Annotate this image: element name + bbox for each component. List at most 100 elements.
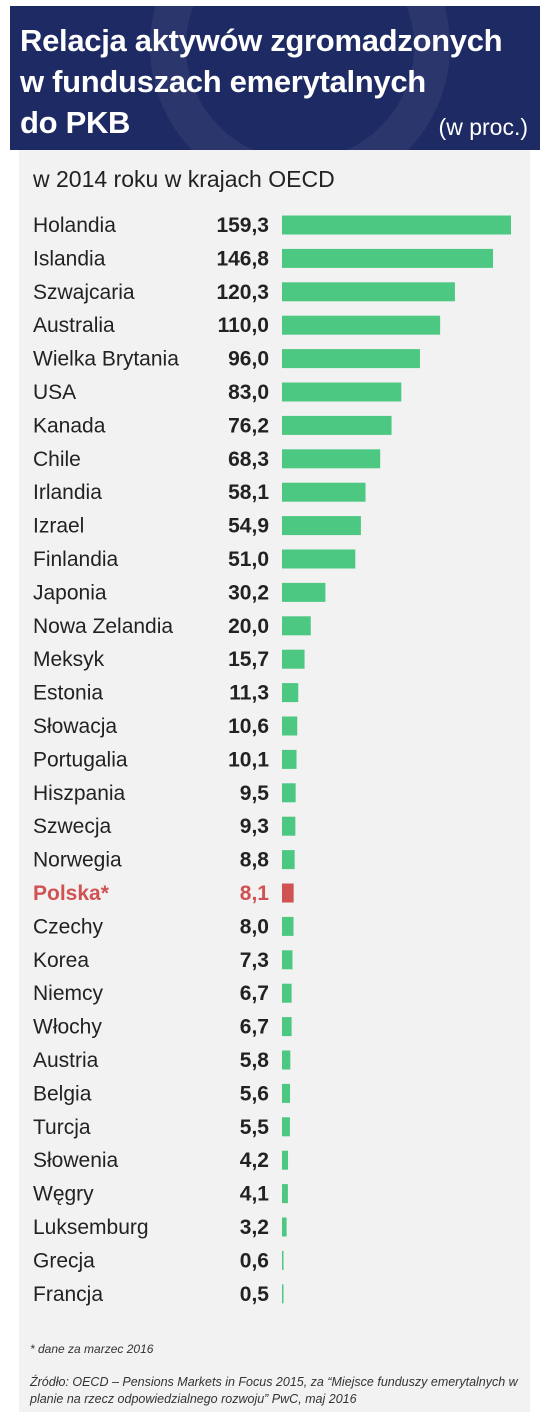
bar: [282, 983, 292, 1003]
category-label: Hiszpania: [33, 782, 126, 805]
value-label: 10,1: [228, 748, 269, 771]
value-label: 58,1: [228, 481, 269, 504]
value-label: 51,0: [228, 548, 269, 571]
category-label: Turcja: [33, 1116, 91, 1139]
category-label: Portugalia: [33, 748, 128, 771]
value-label: 6,7: [240, 982, 269, 1005]
value-label: 68,3: [228, 448, 269, 471]
category-label: Holandia: [33, 214, 116, 237]
category-label: Austria: [33, 1049, 99, 1072]
category-label: Norwegia: [33, 849, 122, 872]
bar: [282, 1217, 287, 1237]
value-label: 6,7: [240, 1016, 269, 1039]
chart-header: Relacja aktywów zgromadzonych w fundusza…: [10, 6, 540, 150]
category-label: Finlandia: [33, 548, 119, 571]
category-label: USA: [33, 381, 76, 404]
bar: [282, 850, 295, 870]
value-label: 83,0: [228, 381, 269, 404]
value-label: 10,6: [228, 715, 269, 738]
bar: [282, 916, 294, 936]
category-label: Grecja: [33, 1249, 95, 1272]
category-label: Kanada: [33, 414, 106, 437]
category-label: Irlandia: [33, 481, 102, 504]
category-label: Francja: [33, 1283, 103, 1306]
category-label: Szwajcaria: [33, 281, 135, 304]
category-label: Japonia: [33, 581, 107, 604]
category-label: Wielka Brytania: [33, 348, 179, 371]
category-label: Szwecja: [33, 815, 112, 838]
value-label: 11,3: [229, 682, 269, 705]
category-label: Czechy: [33, 915, 104, 938]
value-label: 20,0: [228, 615, 269, 638]
value-label: 8,0: [240, 915, 269, 938]
value-label: 76,2: [228, 414, 269, 437]
bar: [282, 1284, 284, 1304]
bar: [282, 315, 441, 335]
category-label: Izrael: [33, 515, 84, 538]
bar: [282, 415, 392, 435]
value-label: 146,8: [216, 247, 269, 270]
value-label: 15,7: [228, 648, 269, 671]
value-label: 3,2: [240, 1216, 269, 1239]
bar: [282, 549, 356, 569]
category-label: Australia: [33, 314, 115, 337]
category-label: Estonia: [33, 682, 103, 705]
bar: [282, 1083, 291, 1103]
bar: [282, 582, 326, 602]
value-label: 30,2: [228, 581, 269, 604]
chart-panel: [19, 150, 530, 1412]
bar: [282, 1184, 288, 1204]
category-label: Słowenia: [33, 1149, 119, 1172]
value-label: 5,6: [240, 1082, 269, 1105]
category-label: Słowacja: [33, 715, 117, 738]
bar: [282, 516, 361, 536]
value-label: 4,1: [240, 1183, 270, 1206]
bar: [282, 382, 402, 402]
bar: [282, 449, 381, 469]
bar: [282, 1250, 284, 1270]
bar: [282, 1017, 292, 1037]
category-label: Włochy: [33, 1016, 102, 1039]
chart-title: Relacja aktywów zgromadzonych w fundusza…: [20, 23, 503, 140]
bar: [282, 749, 297, 769]
value-label: 8,8: [240, 849, 270, 872]
bar: [282, 1150, 289, 1170]
bar: [282, 1050, 291, 1070]
bar: [282, 215, 511, 235]
category-label: Islandia: [33, 247, 106, 270]
chart-subtitle: w 2014 roku w krajach OECD: [33, 166, 335, 192]
category-label: Polska*: [33, 882, 110, 905]
value-label: 0,5: [240, 1283, 270, 1306]
bar: [282, 683, 299, 703]
value-label: 8,1: [240, 882, 270, 905]
footnote: * dane za marzec 2016: [30, 1342, 154, 1356]
value-label: 54,9: [228, 515, 269, 538]
category-label: Węgry: [33, 1183, 94, 1206]
category-label: Chile: [33, 448, 81, 471]
category-label: Nowa Zelandia: [33, 615, 173, 638]
value-label: 0,6: [240, 1249, 269, 1272]
bar: [282, 716, 298, 736]
bar: [282, 950, 293, 970]
category-label: Korea: [33, 949, 89, 972]
bar: [282, 248, 494, 268]
bar: [282, 1117, 290, 1137]
bar: [282, 282, 455, 302]
chart-unit: (w proc.): [438, 114, 528, 140]
value-label: 110,0: [218, 314, 269, 337]
value-label: 4,2: [240, 1149, 269, 1172]
value-label: 5,5: [240, 1116, 270, 1139]
bar: [282, 482, 366, 502]
value-label: 7,3: [240, 949, 269, 972]
header-decoration: [150, 6, 450, 150]
value-label: 159,3: [216, 214, 269, 237]
value-label: 9,5: [240, 782, 270, 805]
value-label: 96,0: [228, 348, 269, 371]
bar: [282, 649, 305, 669]
category-label: Niemcy: [33, 982, 104, 1005]
bar: [282, 616, 311, 636]
value-label: 9,3: [240, 815, 269, 838]
category-label: Meksyk: [33, 648, 105, 671]
value-label: 5,8: [240, 1049, 270, 1072]
